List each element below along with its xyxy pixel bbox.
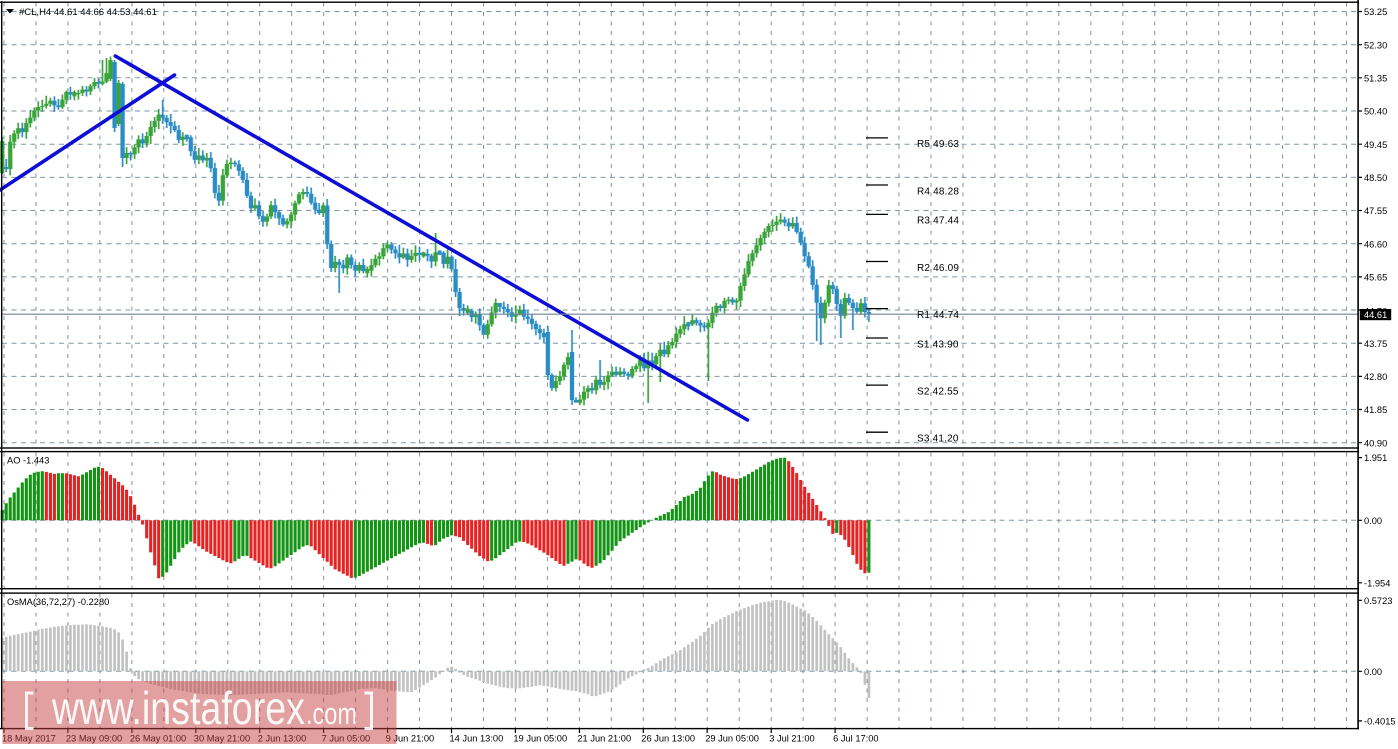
svg-text:18 May 2017: 18 May 2017 <box>2 734 56 744</box>
svg-text:#CL,H4 44.61 44.66 44.53 44.61: #CL,H4 44.61 44.66 44.53 44.61 <box>19 7 157 18</box>
svg-text:42.80: 42.80 <box>1364 372 1387 382</box>
svg-text:9 Jun 21:00: 9 Jun 21:00 <box>386 734 435 744</box>
svg-text:46.60: 46.60 <box>1364 239 1387 249</box>
svg-text:S3 41.20: S3 41.20 <box>917 434 959 445</box>
svg-text:47.55: 47.55 <box>1364 206 1387 216</box>
svg-text:44.61: 44.61 <box>1364 310 1387 320</box>
svg-text:.com: .com <box>306 696 357 731</box>
svg-text:R2 46.09: R2 46.09 <box>917 263 959 274</box>
svg-text:R4 48.28: R4 48.28 <box>917 186 959 197</box>
svg-text:7 Jun 05:00: 7 Jun 05:00 <box>322 734 371 744</box>
svg-text:41.85: 41.85 <box>1364 405 1387 415</box>
svg-text:-0.4015: -0.4015 <box>1364 717 1396 727</box>
svg-text:R1 44.74: R1 44.74 <box>917 310 959 321</box>
svg-text:43.75: 43.75 <box>1364 339 1387 349</box>
svg-text:R5 49.63: R5 49.63 <box>917 139 959 150</box>
svg-text:2 Jun 13:00: 2 Jun 13:00 <box>258 734 307 744</box>
svg-text:30 May 21:00: 30 May 21:00 <box>194 734 250 744</box>
svg-text:53.25: 53.25 <box>1364 7 1387 17</box>
svg-text:14 Jun 13:00: 14 Jun 13:00 <box>450 734 504 744</box>
svg-text:R3 47.44: R3 47.44 <box>917 216 959 227</box>
svg-text:3 Jul 21:00: 3 Jul 21:00 <box>769 734 815 744</box>
svg-text:26 Jun 13:00: 26 Jun 13:00 <box>641 734 695 744</box>
svg-text:0.00: 0.00 <box>1364 516 1382 526</box>
svg-text:21 Jun 21:00: 21 Jun 21:00 <box>577 734 631 744</box>
svg-text:OsMA(36,72,27) -0.2280: OsMA(36,72,27) -0.2280 <box>7 597 109 607</box>
svg-text:S2 42.55: S2 42.55 <box>917 386 959 397</box>
svg-text:0.5723: 0.5723 <box>1364 596 1392 606</box>
svg-text:26 May 01:00: 26 May 01:00 <box>130 734 186 744</box>
svg-text:6 Jul 17:00: 6 Jul 17:00 <box>833 734 879 744</box>
svg-text:AO -1.443: AO -1.443 <box>7 456 49 466</box>
svg-text:40.90: 40.90 <box>1364 438 1387 448</box>
svg-text:29 Jun 05:00: 29 Jun 05:00 <box>705 734 759 744</box>
svg-text:23 May 09:00: 23 May 09:00 <box>66 734 122 744</box>
svg-text:www.instaforex: www.instaforex <box>51 682 305 734</box>
svg-text:0.00: 0.00 <box>1364 667 1382 677</box>
svg-text:45.65: 45.65 <box>1364 273 1387 283</box>
svg-text:19 Jun 05:00: 19 Jun 05:00 <box>513 734 567 744</box>
svg-text:S1 43.90: S1 43.90 <box>917 339 959 350</box>
svg-text:48.50: 48.50 <box>1364 173 1387 183</box>
svg-text:49.45: 49.45 <box>1364 140 1387 150</box>
svg-text:52.30: 52.30 <box>1364 40 1387 50</box>
svg-text:-1.954: -1.954 <box>1364 578 1390 588</box>
svg-text:1.951: 1.951 <box>1364 453 1387 463</box>
svg-text:51.35: 51.35 <box>1364 73 1387 83</box>
svg-text:50.40: 50.40 <box>1364 107 1387 117</box>
